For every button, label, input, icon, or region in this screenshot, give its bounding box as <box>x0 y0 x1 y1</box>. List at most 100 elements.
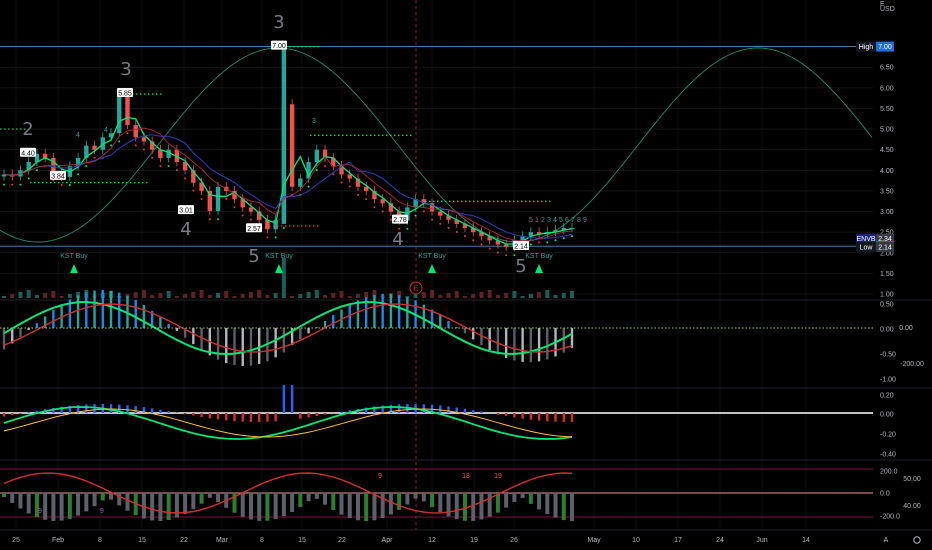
signal-dot <box>126 132 129 135</box>
kst-histogram-bar <box>167 411 170 413</box>
auto-scale-icon[interactable]: A <box>884 537 889 544</box>
price-annotations: 4.403.845.853.017.002.572.782.142345345K… <box>20 12 587 295</box>
td-marker: 19 <box>494 473 502 480</box>
volume-bar <box>76 292 81 298</box>
signal-dot <box>546 241 549 244</box>
kst-histogram-bar <box>455 407 458 413</box>
moving-average-lines <box>0 45 573 245</box>
kst-histogram-bar <box>126 405 129 413</box>
signal-dot <box>538 241 541 244</box>
td-bar <box>388 493 393 515</box>
time-axis[interactable]: 25 Feb 8 15 22 Mar 8 15 22 Apr 12 19 26 May 10 17 24 Jun 1… <box>12 536 921 544</box>
kst-histogram-bar <box>562 413 565 422</box>
macd-tick-label: 0.50 <box>880 302 894 309</box>
volume-bar <box>355 294 360 298</box>
signal-dot <box>134 144 137 147</box>
time-tick-label: Feb <box>52 537 64 544</box>
kst-histogram-bar <box>257 413 261 422</box>
volume-bar <box>430 290 435 298</box>
td-tick-label: 0.0 <box>880 491 890 498</box>
kst-histogram-bar <box>521 413 524 419</box>
price-tick-label: 3.00 <box>880 209 894 216</box>
volume-bar <box>339 291 344 298</box>
kst-histogram-bar <box>200 413 203 417</box>
macd-histogram-bar <box>126 295 129 328</box>
volume-bar <box>265 295 270 298</box>
signal-dot <box>200 198 203 201</box>
price-point-label: 3.84 <box>50 170 66 180</box>
svg-text:2.34: 2.34 <box>878 236 892 243</box>
time-tick-label: Jun <box>756 537 767 544</box>
candle-body <box>166 149 171 158</box>
horizontal-levels <box>0 0 873 530</box>
macd-histogram-bar <box>299 328 302 340</box>
signal-dot <box>241 214 244 217</box>
macd-histogram-bar <box>282 328 286 353</box>
td-tick-label: 200.0 <box>880 469 898 476</box>
kst-histogram-bar <box>142 407 146 413</box>
signal-dot <box>480 243 483 246</box>
td-bar <box>100 493 105 501</box>
candle-body <box>182 162 188 171</box>
td-bar <box>331 493 336 511</box>
volume-bar <box>561 293 566 298</box>
kst-histogram-bar <box>76 404 80 413</box>
macd-histogram-bar <box>546 328 549 360</box>
candle-body <box>528 232 534 237</box>
kst-histogram-bar <box>233 413 236 422</box>
volume-bar <box>462 296 467 298</box>
macd-histogram-bar <box>562 328 565 353</box>
time-tick-label: 22 <box>180 537 188 544</box>
candle-body <box>380 199 385 204</box>
candle-body <box>520 236 525 241</box>
currency-label: USD <box>880 6 895 13</box>
signal-dot <box>398 227 401 230</box>
candle-body <box>569 228 575 230</box>
signal-dot <box>529 243 532 246</box>
td-bar <box>347 493 352 519</box>
signal-dot <box>142 148 145 151</box>
svg-text:High: High <box>859 44 874 51</box>
td-bar <box>471 493 476 521</box>
volume-bar <box>528 294 533 298</box>
svg-text:A: A <box>884 537 889 544</box>
event-marker[interactable]: E <box>409 281 423 295</box>
macd-histogram-bar <box>381 293 384 328</box>
volume-bar <box>454 291 459 298</box>
kst-histogram-bar <box>463 408 467 413</box>
macd-histogram-bar <box>274 328 277 358</box>
macd-histogram-bar <box>356 300 360 328</box>
macd-histogram-bar <box>101 290 104 328</box>
settings-gear-icon[interactable] <box>913 536 921 544</box>
kst-histogram-bar <box>389 404 393 413</box>
candle-body <box>108 133 114 138</box>
signal-dot <box>315 169 318 172</box>
td-bar <box>51 493 56 521</box>
kst-histogram-bar <box>208 413 211 419</box>
small-count-label: 8 <box>577 217 581 224</box>
candle-body <box>347 174 352 179</box>
kst-histogram-bar <box>447 406 450 413</box>
macd-histogram-bar <box>52 310 55 328</box>
macd-histogram-bar <box>200 328 203 351</box>
signal-dot <box>68 184 71 187</box>
volume-bar <box>232 296 237 298</box>
candle-body <box>314 149 320 163</box>
candle-body <box>454 219 459 224</box>
kst-histogram-bar <box>529 413 533 420</box>
candle-body <box>75 157 81 167</box>
time-tick-label: May <box>587 537 601 544</box>
candle-body <box>256 211 262 220</box>
kst-histogram-bar <box>183 413 187 415</box>
candle-body <box>298 178 303 187</box>
macd-histogram-bar <box>315 327 319 328</box>
small-count-label: 5 <box>529 217 533 224</box>
td-bar <box>265 493 270 521</box>
kst-histogram-bar <box>340 411 343 413</box>
price-tick-label: 2.50 <box>880 230 894 237</box>
volume-bar <box>240 294 245 298</box>
macd-histogram-bar <box>2 328 6 350</box>
signal-dot <box>192 189 195 192</box>
signal-dot <box>562 237 565 240</box>
